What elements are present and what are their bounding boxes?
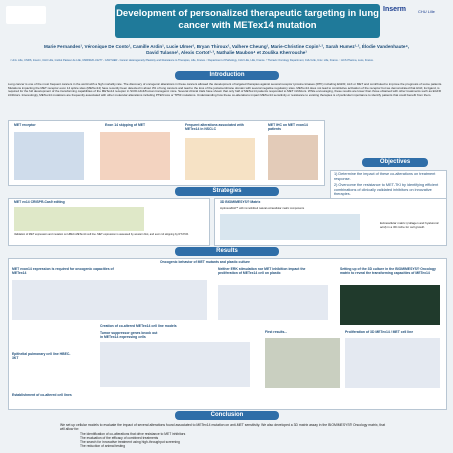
note: Validation of MET expression and mutatio… xyxy=(14,233,189,236)
note: Extracellular matrix (collagen and hyalu… xyxy=(380,221,439,229)
objective: 1) Determine the impact of these co-alte… xyxy=(334,172,436,181)
panel-label: Proliferation of 3D METex14 / MET cell l… xyxy=(345,330,414,334)
conclusion-text: We set up cellular models to evaluate th… xyxy=(60,423,386,431)
figure xyxy=(12,280,207,320)
intro-text: Lung cancer is one of the most frequent … xyxy=(8,82,443,97)
figure xyxy=(185,138,255,180)
logo: CHU Lille xyxy=(418,9,435,14)
affiliations: ¹ Univ. Lille, CNRS, Inserm, CHU Lille, … xyxy=(10,59,374,62)
figure xyxy=(218,285,328,320)
figure xyxy=(345,338,440,388)
panel-label: MET exon14 expression is required for on… xyxy=(12,267,114,275)
logo: Inserm xyxy=(383,6,406,13)
note: Hydroscaffold™ with immobilized natural … xyxy=(220,207,305,210)
figure-label: Frequent alterations associated with MET… xyxy=(185,123,244,131)
section-heading: Objectives xyxy=(362,158,428,167)
figure xyxy=(14,132,84,180)
section-heading: Conclusion xyxy=(175,411,279,420)
panel-label: 3D BIOMIMESYS® Matrix xyxy=(220,200,261,204)
panel-label: First results... xyxy=(265,330,288,334)
objective: 2) Overcome the resistance to MET-TKI by… xyxy=(334,183,439,197)
panel-label: Establishment of co-altered cell lines xyxy=(12,393,72,397)
figure-label: MET IHC on MET exon14 patients xyxy=(268,123,308,131)
logo-box xyxy=(6,6,46,24)
figure-label: MET receptor xyxy=(14,123,36,127)
panel-label: Neither ERK stimulation nor MET inhibiti… xyxy=(218,267,306,275)
results-subtitle: Oncogenic behavior of MET mutants and pl… xyxy=(160,260,250,264)
panel-label: MET ex14 CRISPR-Cas9 editing xyxy=(14,200,65,204)
figure xyxy=(265,338,340,388)
figure xyxy=(14,207,144,231)
figure xyxy=(340,285,440,325)
panel-label: Creation of co-altered METex14 cell line… xyxy=(100,324,177,328)
conclusion-item: The evaluation of the efficacy of combin… xyxy=(80,436,159,440)
figure-label: Exon 14 skipping of MET xyxy=(105,123,146,127)
section-heading: Strategies xyxy=(175,187,279,196)
conclusion-item: The search for innovative treatment usin… xyxy=(80,440,180,444)
conclusion-item: The reduction of animal testing xyxy=(80,444,126,448)
authors: Marie Fernandes¹, Véronique De Conto¹, C… xyxy=(43,44,410,55)
panel-label: Tumor suppressor genes knock out in METe… xyxy=(100,331,158,339)
figure xyxy=(268,135,318,180)
figure xyxy=(100,342,250,387)
section-heading: Results xyxy=(175,247,279,256)
title: Development of personalized therapeutic … xyxy=(115,4,380,38)
panel-label: Epithelial pulmonary cell line HBEC-3KT xyxy=(12,352,71,360)
conclusion-item: The identification of co-alterations tha… xyxy=(80,432,186,436)
figure xyxy=(220,214,360,240)
figure xyxy=(100,132,170,180)
section-heading: Introduction xyxy=(175,71,279,80)
panel-label: Setting up of the 3D culture in the BIOM… xyxy=(340,267,436,275)
conclusion-list: The identification of co-alterations tha… xyxy=(80,432,185,448)
